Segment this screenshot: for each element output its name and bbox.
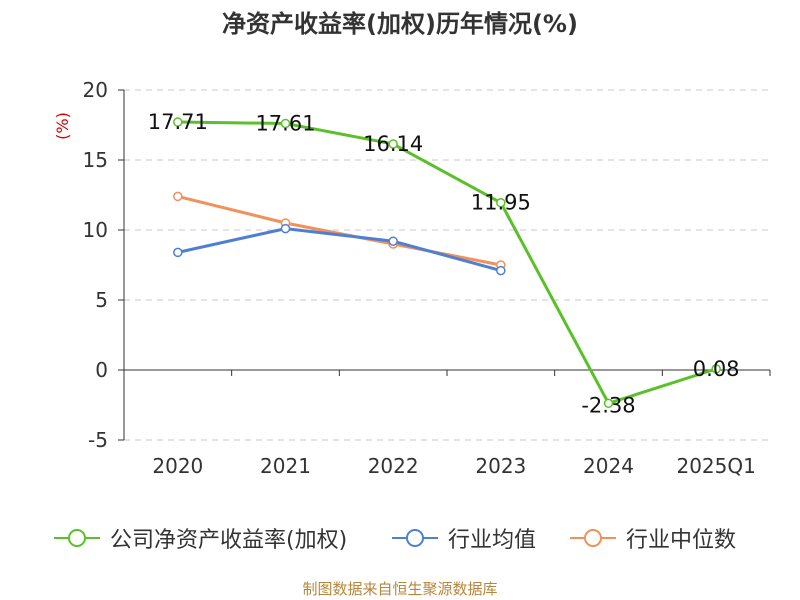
x-tick-label: 2024 <box>583 454 634 478</box>
legend-marker-industry-median <box>570 529 616 547</box>
legend-item-industry-mean[interactable]: 行业均值 <box>390 518 536 558</box>
legend-marker-company <box>54 529 100 547</box>
x-tick-label: 2023 <box>475 454 526 478</box>
y-tick-label: 20 <box>83 78 108 102</box>
data-point-s0-1 <box>280 118 291 129</box>
legend-item-company[interactable]: 公司净资产收益率(加权) <box>52 518 347 558</box>
data-label-4: -2.38 <box>581 393 635 417</box>
data-point-s1-2 <box>388 236 398 246</box>
legend-label-company: 公司净资产收益率(加权) <box>110 528 348 553</box>
data-source-note: 制图数据来自恒生聚源数据库 <box>302 580 498 598</box>
data-point-s0-4 <box>603 398 614 409</box>
series-line-0 <box>177 120 717 405</box>
data-label-0: 17.71 <box>148 110 208 134</box>
x-tick-label: 2025Q1 <box>676 454 755 478</box>
legend-marker-industry-mean <box>392 529 438 547</box>
data-point-s0-5 <box>711 364 721 374</box>
data-point-s1-1 <box>280 223 291 234</box>
data-label-1: 17.61 <box>255 111 315 135</box>
chart-title: 净资产收益率(加权)历年情况(%) <box>222 10 578 38</box>
x-tick-label: 2022 <box>368 454 419 478</box>
y-tick-label: 15 <box>83 148 108 172</box>
y-tick-label: 5 <box>95 288 108 312</box>
data-point-s2-0 <box>173 191 183 202</box>
x-tick-label: 2020 <box>152 454 203 478</box>
y-tick-label: 10 <box>83 218 108 242</box>
data-label-5: 0.08 <box>693 357 740 381</box>
series-line-1 <box>177 227 502 273</box>
data-point-s1-0 <box>173 247 183 258</box>
data-label-3: 11.95 <box>471 191 531 215</box>
data-point-s0-2 <box>388 139 398 149</box>
data-point-s0-3 <box>496 197 506 208</box>
legend: 公司净资产收益率(加权) 行业均值 行业中位数 <box>0 518 800 558</box>
legend-label-industry-median: 行业中位数 <box>626 528 737 553</box>
y-tick-label: 0 <box>95 358 108 382</box>
y-axis-unit-label: (%) <box>53 112 72 140</box>
data-point-s1-3 <box>496 265 506 276</box>
legend-item-industry-median[interactable]: 行业中位数 <box>568 518 736 558</box>
legend-label-industry-mean: 行业均值 <box>448 528 537 553</box>
series-line-2 <box>177 194 502 267</box>
y-tick-label: -5 <box>88 428 108 452</box>
data-point-s0-0 <box>173 117 183 127</box>
data-label-2: 16.14 <box>363 132 423 156</box>
x-tick-label: 2021 <box>260 454 311 478</box>
